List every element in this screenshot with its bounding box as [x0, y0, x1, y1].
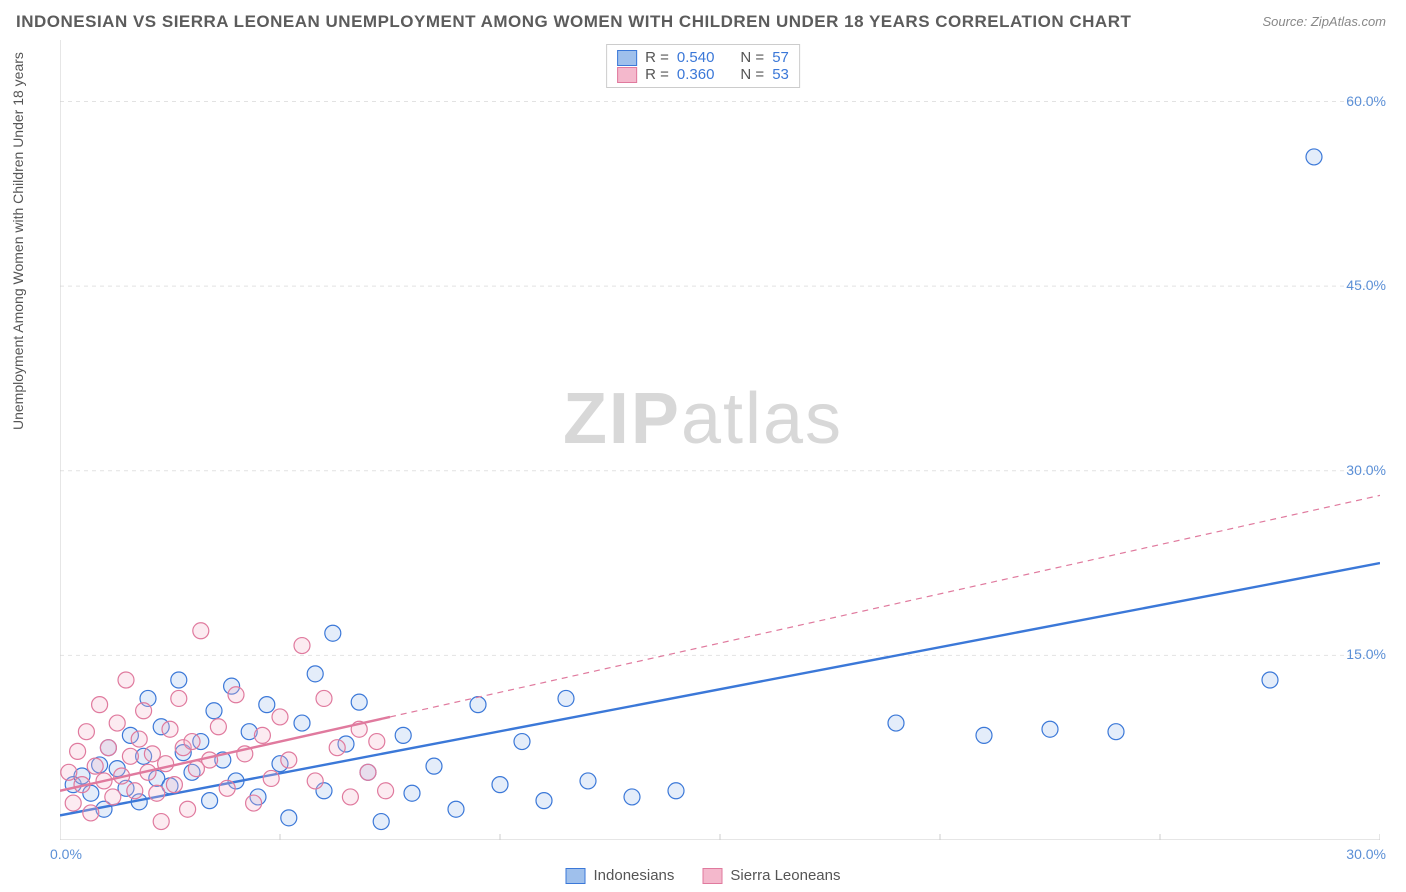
- y-tick-label: 15.0%: [1346, 646, 1386, 662]
- y-axis-label: Unemployment Among Women with Children U…: [10, 52, 26, 430]
- legend-series-label: Sierra Leoneans: [730, 867, 840, 884]
- legend-series: Indonesians Sierra Leoneans: [566, 867, 841, 884]
- legend-stat-row: R = 0.540 N = 57: [617, 49, 789, 66]
- legend-stat-row: R = 0.360 N = 53: [617, 66, 789, 83]
- legend-series-item: Indonesians: [566, 867, 675, 884]
- r-value: 0.360: [677, 66, 715, 83]
- legend-swatch: [566, 868, 586, 884]
- legend-series-label: Indonesians: [594, 867, 675, 884]
- n-value: 53: [772, 66, 789, 83]
- chart-title: INDONESIAN VS SIERRA LEONEAN UNEMPLOYMEN…: [16, 12, 1131, 32]
- n-value: 57: [772, 49, 789, 66]
- legend-statistics: R = 0.540 N = 57 R = 0.360 N = 53: [606, 44, 800, 88]
- r-label: R =: [645, 49, 669, 66]
- n-label: N =: [740, 66, 764, 83]
- y-tick-label: 45.0%: [1346, 277, 1386, 293]
- y-tick-label: 30.0%: [1346, 462, 1386, 478]
- legend-series-item: Sierra Leoneans: [702, 867, 840, 884]
- n-label: N =: [740, 49, 764, 66]
- x-tick-label: 30.0%: [1346, 846, 1386, 862]
- x-tick-label: 0.0%: [50, 846, 82, 862]
- y-tick-label: 60.0%: [1346, 93, 1386, 109]
- legend-swatch: [702, 868, 722, 884]
- source-attribution: Source: ZipAtlas.com: [1262, 14, 1386, 29]
- r-value: 0.540: [677, 49, 715, 66]
- legend-swatch: [617, 67, 637, 83]
- r-label: R =: [645, 66, 669, 83]
- legend-swatch: [617, 50, 637, 66]
- scatter-plot: [60, 40, 1380, 840]
